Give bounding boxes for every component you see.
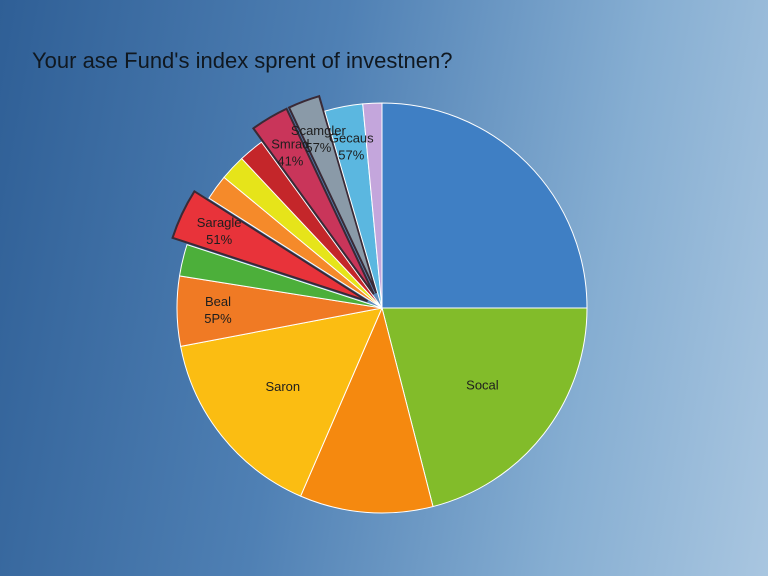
- pie-slice: [362, 102, 383, 309]
- pie-slice: [171, 189, 369, 303]
- slice-value-label: 51%: [206, 232, 232, 247]
- slice-label: Saragle: [197, 215, 242, 230]
- slice-value-label: 57%: [338, 147, 364, 162]
- pie-slice: [240, 141, 383, 309]
- pie-slice: [381, 102, 588, 309]
- pie-slice: [287, 94, 378, 294]
- pie-slice: [299, 306, 434, 514]
- pie-slice: [178, 244, 383, 309]
- slice-value-label: 41%: [277, 154, 303, 169]
- slice-label: Socal: [466, 377, 499, 392]
- slice-label: Saron: [265, 379, 300, 394]
- pie-slice: [180, 307, 383, 497]
- chart-title: Your ase Fund's index sprent of investne…: [32, 48, 452, 73]
- slice-label: Smrad: [271, 137, 309, 152]
- slice-label: Beal: [205, 294, 231, 309]
- slice-value-label: 57%: [305, 140, 331, 155]
- slice-label: Scamgler: [291, 123, 347, 138]
- pie-slice: [251, 107, 375, 295]
- pie-slice: [381, 307, 588, 508]
- slice-value-label: 5P%: [204, 311, 232, 326]
- slice-label: Gecaus: [329, 130, 374, 145]
